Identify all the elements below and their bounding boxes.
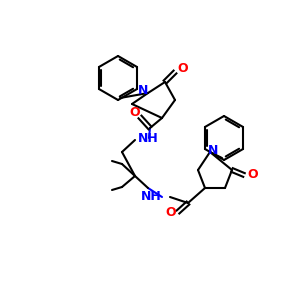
Text: NH: NH	[138, 131, 159, 145]
Text: O: O	[177, 61, 188, 74]
Text: O: O	[130, 106, 140, 119]
Text: O: O	[247, 167, 258, 181]
Text: O: O	[166, 206, 176, 218]
Text: N: N	[138, 85, 148, 98]
Text: N: N	[208, 143, 218, 157]
Text: NH: NH	[141, 190, 162, 203]
